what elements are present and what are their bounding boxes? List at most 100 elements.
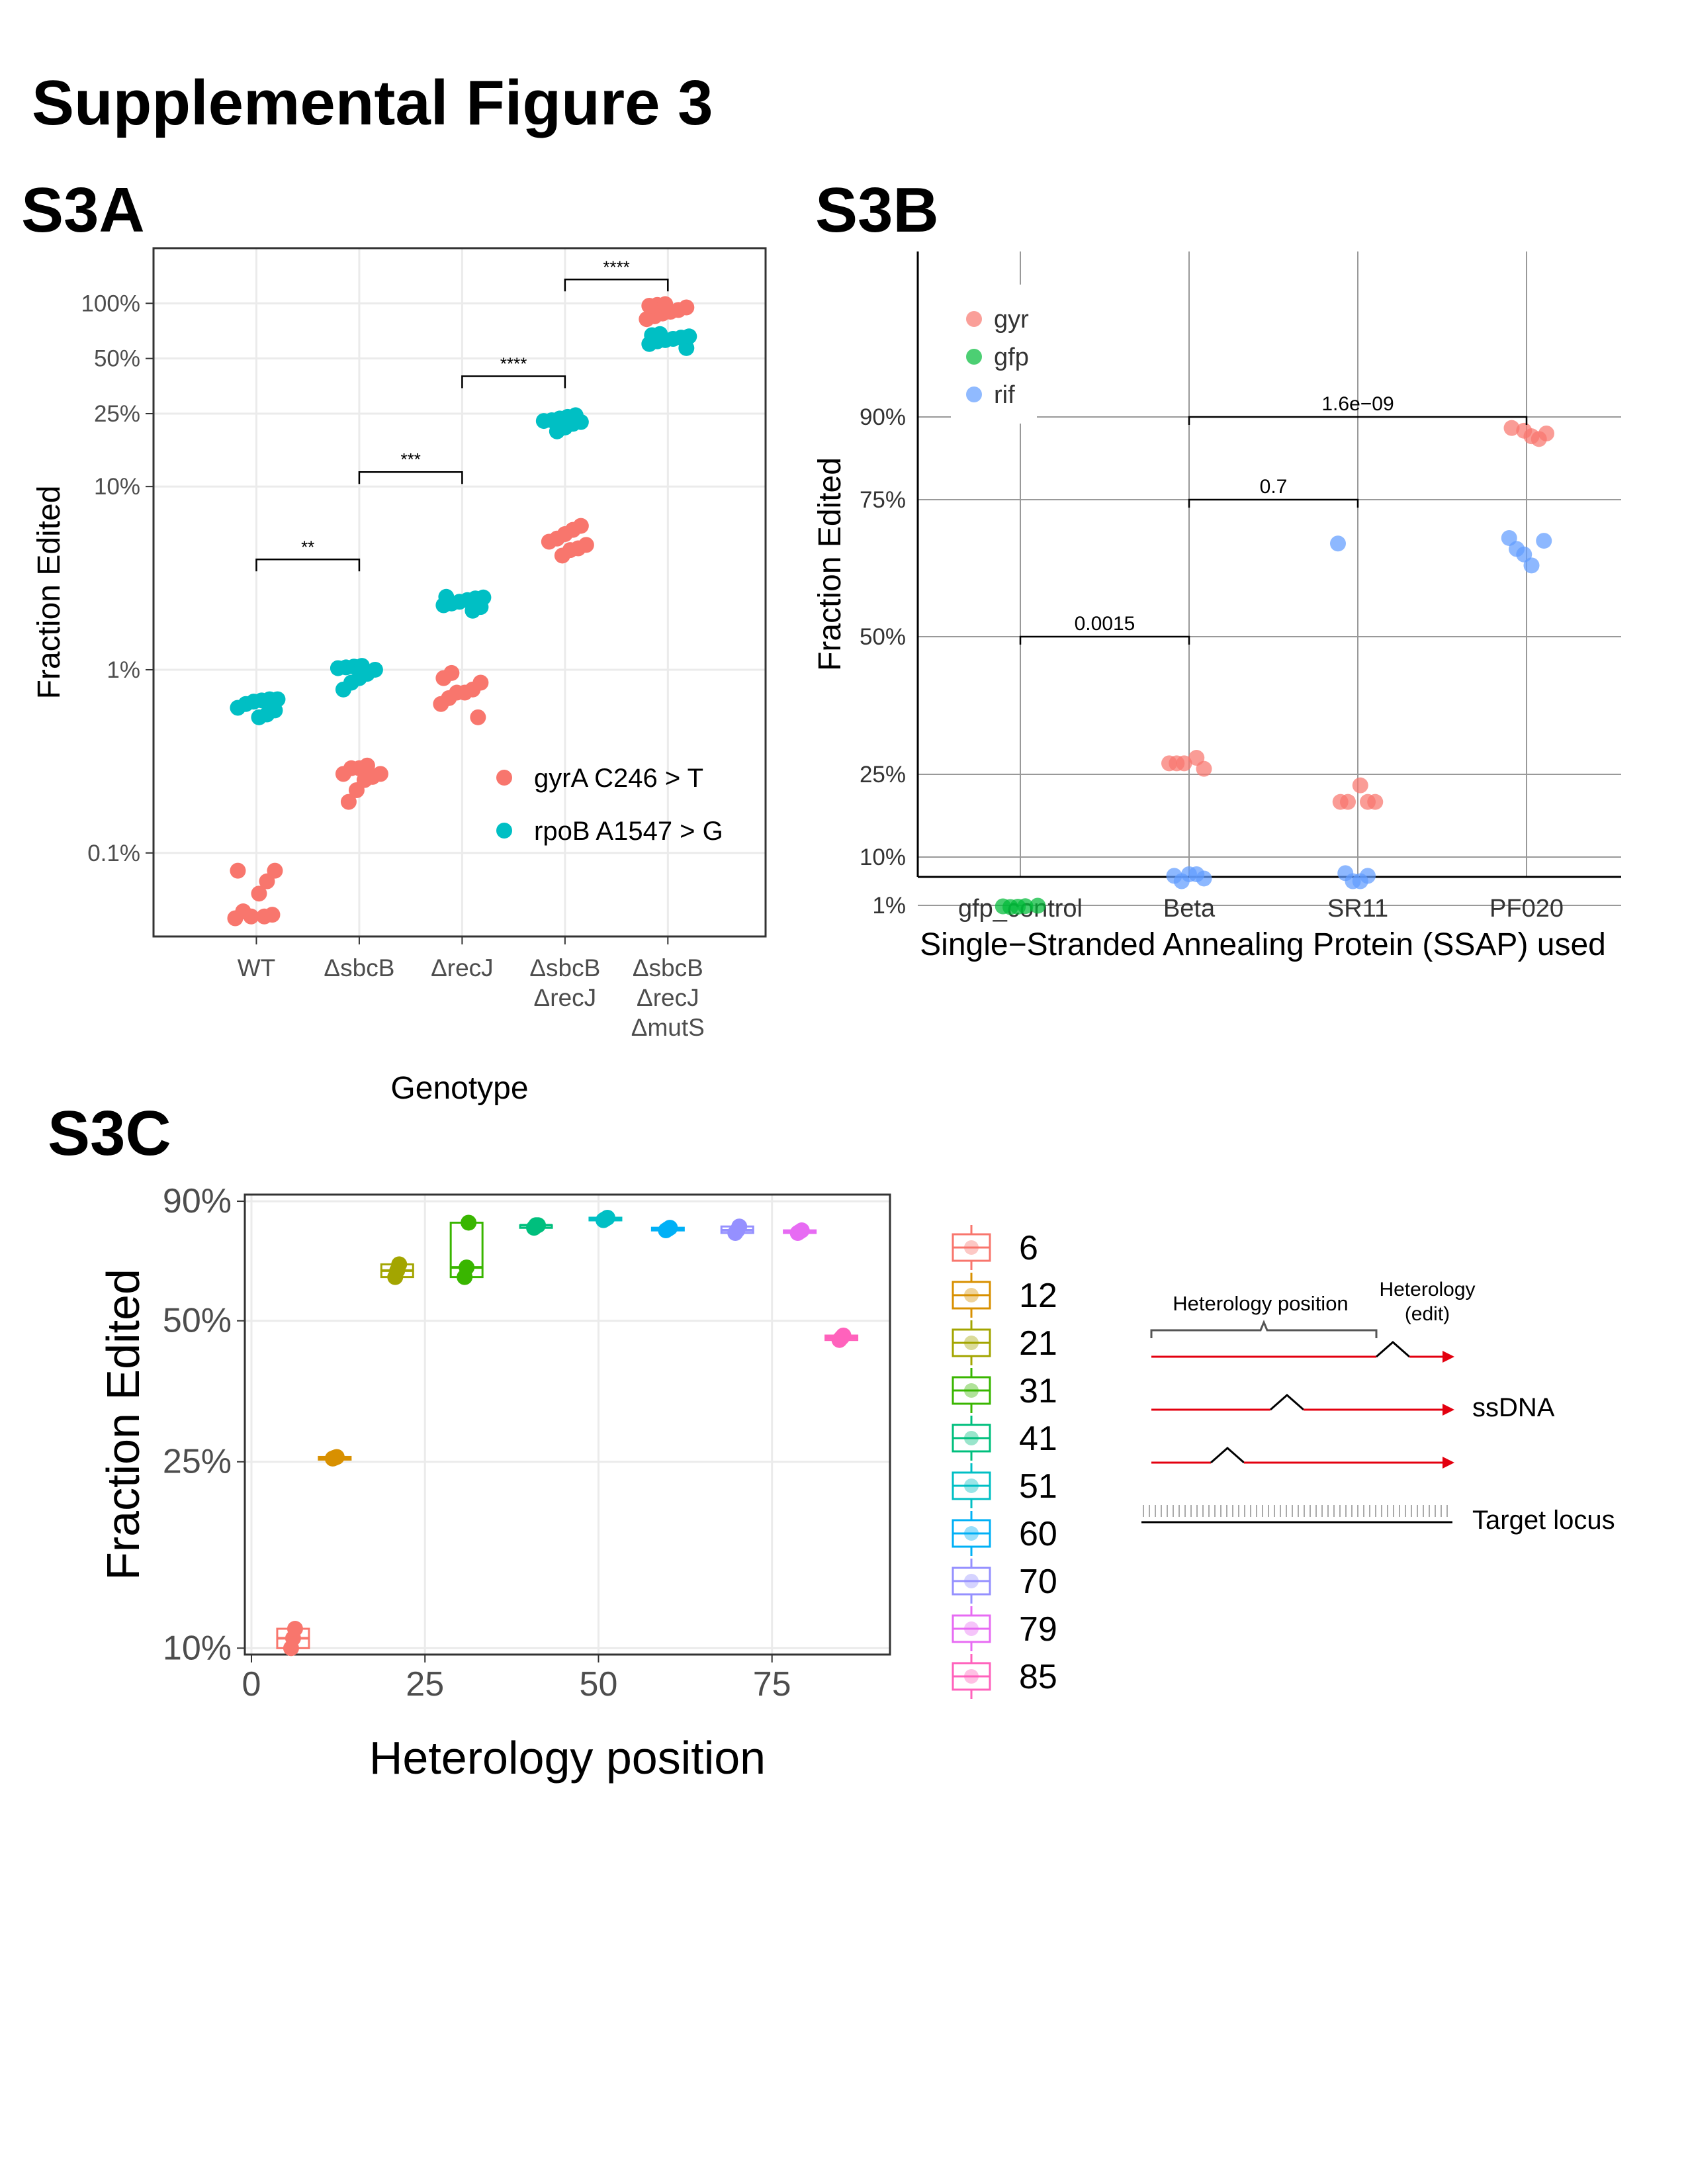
data-point: [835, 1328, 852, 1344]
legend-label: gyr: [994, 306, 1029, 334]
legend-point: [964, 1288, 979, 1302]
y-tick-label: 1%: [107, 657, 140, 683]
schematic-brace: [1150, 1320, 1378, 1338]
significance-label: 0.7: [1260, 476, 1288, 498]
panel-label-b: S3B: [815, 175, 939, 246]
schematic-heterology-label: Heterology: [1379, 1279, 1475, 1300]
y-axis-title: Fraction Edited: [97, 1269, 149, 1580]
data-point: [459, 1259, 475, 1276]
y-axis-title: Fraction Edited: [32, 486, 67, 700]
x-tick-label-line: ΔrecJ: [431, 954, 494, 981]
legend-label: 51: [1019, 1467, 1057, 1506]
legend-label: gyrA C246 > T: [534, 764, 703, 793]
data-point: [681, 328, 697, 345]
data-point: [475, 589, 492, 606]
data-point: [243, 908, 259, 925]
data-point: [267, 862, 283, 879]
data-point: [443, 664, 460, 681]
legend-point: [964, 1621, 979, 1636]
data-point: [1352, 777, 1368, 794]
chart-s3c: 10% 25% 50% 90% 0 25 50 75 Heterology position Fr…: [97, 1182, 1057, 1784]
data-point: [731, 1218, 748, 1235]
x-axis-title: Single−Stranded Annealing Protein (SSAP)…: [920, 927, 1606, 962]
data-point: [359, 757, 375, 774]
y-tick-label: 50%: [94, 346, 140, 372]
significance-label: 0.0015: [1075, 613, 1135, 635]
schematic-edit-label: (edit): [1405, 1303, 1450, 1325]
data-point: [328, 1449, 345, 1465]
panel-label-c: S3C: [48, 1098, 171, 1169]
legend-key: [496, 823, 512, 839]
significance-bracket: [358, 471, 463, 484]
x-tick-label: PF020: [1489, 895, 1564, 923]
legend-label: 6: [1019, 1229, 1038, 1267]
y-tick-label: 90%: [163, 1182, 232, 1220]
data-point: [1196, 760, 1212, 777]
chart-s3b: 1%10%25%50%75%90%gfp_controlBetaSR11PF02…: [813, 251, 1621, 962]
legend-point: [964, 1574, 979, 1588]
data-point: [578, 537, 594, 553]
legend-label: rif: [994, 381, 1015, 409]
data-point: [470, 709, 486, 725]
legend-key: [966, 349, 982, 365]
x-tick-label-line: ΔmutS: [631, 1014, 705, 1041]
data-point: [530, 1217, 547, 1234]
legend-label: 31: [1019, 1372, 1057, 1410]
data-point: [251, 886, 267, 902]
x-tick-label: ΔsbcB: [324, 954, 394, 981]
x-tick-label-line: ΔrecJ: [534, 984, 597, 1011]
x-tick-label: WT: [238, 954, 276, 981]
y-tick-label: 25%: [860, 762, 906, 788]
significance-bracket: [255, 559, 361, 572]
x-tick-label: ΔsbcB ΔrecJ: [529, 954, 600, 1011]
data-point: [391, 1256, 408, 1273]
x-tick-label-line: ΔsbcB: [633, 954, 703, 981]
plot-border: [152, 247, 767, 938]
legend-label: 85: [1019, 1658, 1057, 1696]
x-tick-label-line: WT: [238, 954, 276, 981]
x-tick-label: ΔsbcB ΔrecJ ΔmutS: [631, 954, 705, 1041]
y-tick-label: 100%: [81, 291, 140, 316]
schematic-ssdna-label: ssDNA: [1472, 1393, 1555, 1422]
data-point: [793, 1222, 810, 1239]
legend-label: 79: [1019, 1610, 1057, 1649]
x-tick-label: ΔrecJ: [431, 954, 494, 981]
x-tick-label-line: ΔsbcB: [529, 954, 600, 981]
x-tick-label: Beta: [1163, 895, 1216, 923]
y-axis-title: Fraction Edited: [813, 457, 848, 671]
data-point: [678, 299, 695, 316]
x-tick-label: 50: [580, 1665, 618, 1704]
legend-point: [964, 1479, 979, 1493]
data-point: [367, 661, 383, 678]
data-point: [340, 794, 357, 810]
data-point: [287, 1621, 303, 1637]
y-tick-label: 10%: [860, 844, 906, 870]
ssdna-strand-1: [1151, 1341, 1454, 1363]
x-tick-label: 75: [753, 1665, 791, 1704]
data-point: [264, 907, 281, 923]
significance-label: 1.6e−09: [1321, 393, 1394, 415]
data-point: [230, 862, 246, 879]
significance-bracket: [1019, 635, 1190, 645]
legend-point: [964, 1383, 979, 1398]
y-tick-label: 10%: [94, 474, 140, 500]
significance-bracket: [1188, 416, 1528, 425]
data-point: [1536, 533, 1552, 549]
legend-label: 41: [1019, 1420, 1057, 1458]
data-point: [1330, 535, 1346, 552]
legend-point: [964, 1240, 979, 1255]
data-point: [269, 691, 286, 707]
data-point: [1360, 868, 1376, 884]
legend-point: [964, 1669, 979, 1684]
y-tick-label: 1%: [872, 893, 906, 919]
legend-key: [496, 770, 512, 786]
heterology-schematic: Heterology position Heterology (edit) ss…: [1141, 1279, 1615, 1535]
y-tick-label: 25%: [163, 1443, 232, 1481]
legend-key: [966, 387, 982, 402]
x-tick-label: 25: [406, 1665, 444, 1704]
legend-key: [966, 311, 982, 327]
data-point: [438, 588, 455, 605]
y-tick-label: 90%: [860, 404, 906, 430]
data-point: [472, 674, 489, 691]
legend-label: rpoB A1547 > G: [534, 817, 723, 846]
